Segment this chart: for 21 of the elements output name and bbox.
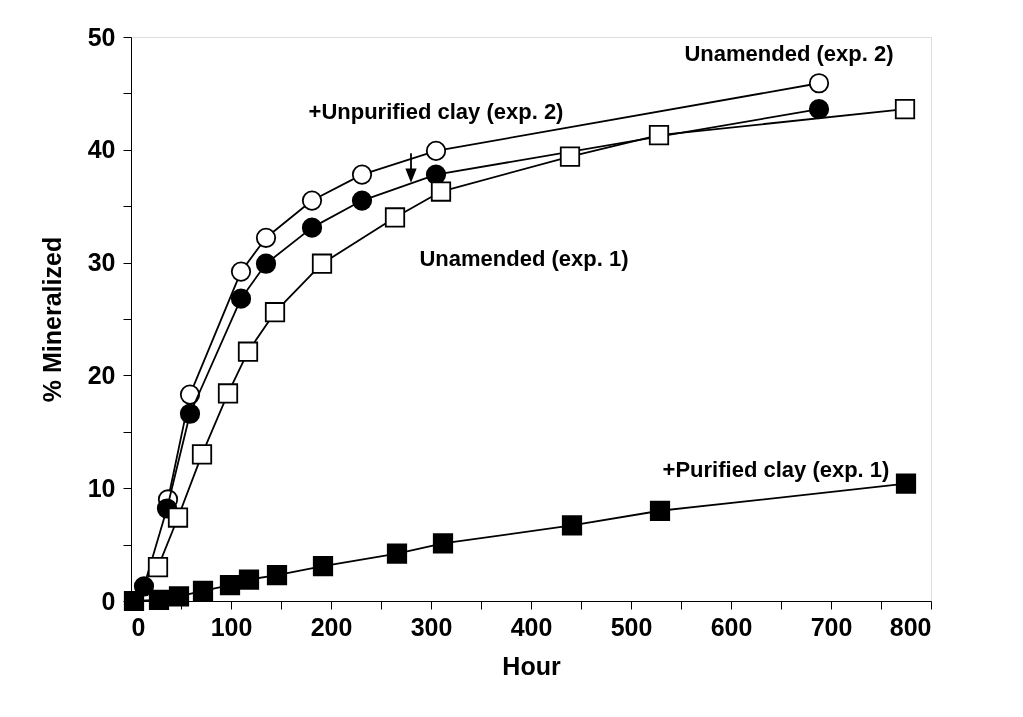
- x-tick-label: 0: [131, 612, 146, 641]
- y-tick-label: 10: [87, 473, 116, 502]
- y-tick-label: 50: [87, 22, 116, 51]
- x-tick-label: 500: [610, 612, 653, 641]
- x-tick-label: 800: [889, 612, 932, 641]
- annotation: +Unpurified clay (exp. 2): [308, 99, 564, 125]
- x-tick-label: 400: [510, 612, 553, 641]
- annotation: Unamended (exp. 1): [419, 245, 629, 271]
- y-axis-title: % Mineralized: [37, 236, 66, 403]
- y-tick-label: 30: [87, 248, 116, 277]
- x-tick-label: 200: [310, 612, 353, 641]
- x-tick-label: 100: [210, 612, 253, 641]
- y-tick-label: 0: [101, 586, 116, 615]
- y-tick-label: 20: [87, 360, 116, 389]
- x-tick-label: 300: [410, 612, 453, 641]
- x-tick-label: 600: [710, 612, 753, 641]
- y-tick-label: 40: [87, 135, 116, 164]
- annotation: +Purified clay (exp. 1): [662, 456, 890, 482]
- x-axis-title: Hour: [502, 651, 561, 680]
- annotation: Unamended (exp. 2): [684, 41, 894, 67]
- x-tick-label: 700: [810, 612, 853, 641]
